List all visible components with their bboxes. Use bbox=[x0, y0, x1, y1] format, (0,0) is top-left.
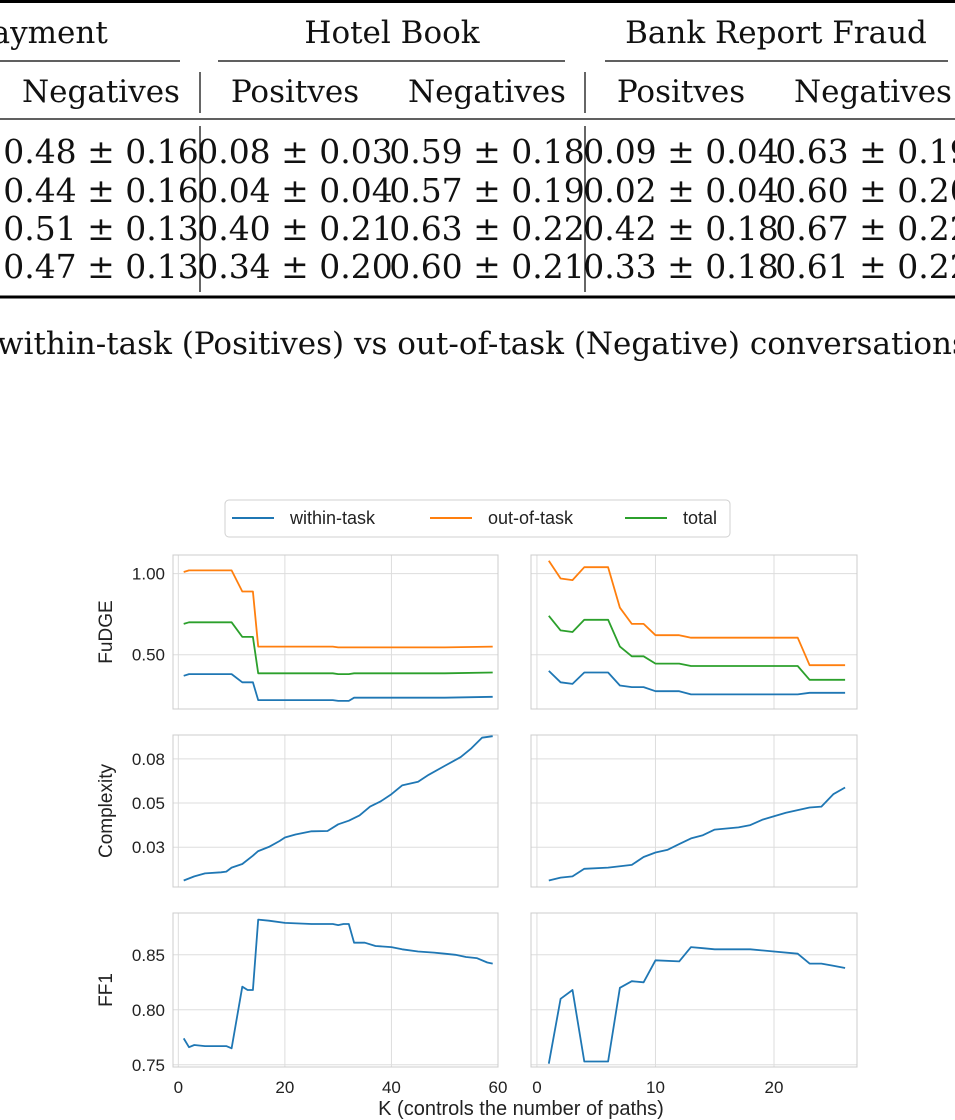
y-tick-label: 0.08 bbox=[132, 750, 165, 769]
table-group-header: Payment bbox=[0, 15, 108, 51]
x-tick-label: 20 bbox=[275, 1078, 294, 1097]
table-cell: 0.67 ± 0.22 bbox=[775, 209, 955, 248]
table-cell: 0.44 ± 0.16 bbox=[3, 171, 199, 210]
table-cell: 0.33 ± 0.18 bbox=[583, 247, 779, 286]
y-tick-label: 0.75 bbox=[132, 1056, 165, 1075]
panel-frame bbox=[530, 734, 858, 888]
y-tick-label: 1.00 bbox=[132, 565, 165, 584]
chart-panel bbox=[530, 554, 858, 710]
table-cell: 0.09 ± 0.04 bbox=[583, 132, 779, 171]
table-cell: 0.57 ± 0.19 bbox=[389, 171, 585, 210]
series-line-out-of-task bbox=[548, 560, 846, 667]
panel-frame bbox=[172, 734, 499, 888]
x-tick-label: 10 bbox=[646, 1078, 665, 1097]
line-chart-grid: 1.000.50FuDGE0.080.050.03Complexity0.850… bbox=[96, 554, 858, 1097]
legend-box bbox=[224, 499, 731, 538]
panel-frame bbox=[530, 554, 858, 710]
panel-frame bbox=[172, 554, 499, 710]
table-group-header: Bank Report Fraud bbox=[625, 15, 927, 51]
chart-panel: 0.85 0.80 0.75 0 20 40 60 bbox=[132, 912, 508, 1097]
table-caption: within-task (Positives) vs out-of-task (… bbox=[0, 326, 955, 362]
x-tick-label: 0 bbox=[532, 1078, 541, 1097]
series-line-within-task bbox=[183, 673, 493, 702]
series-line-within-task bbox=[548, 670, 846, 696]
x-tick-label: 20 bbox=[765, 1078, 784, 1097]
series-line-total bbox=[183, 621, 493, 675]
table-column-header: Negatives bbox=[408, 74, 566, 110]
table-cell: 0.60 ± 0.21 bbox=[389, 247, 585, 286]
x-tick-label: 40 bbox=[382, 1078, 401, 1097]
y-axis-label: FuDGE bbox=[96, 600, 117, 663]
table-column-header: Positves bbox=[617, 74, 745, 110]
y-tick-label: 0.85 bbox=[132, 946, 165, 965]
legend-label: out-of-task bbox=[488, 508, 574, 528]
table-cell: 0.59 ± 0.18 bbox=[389, 132, 585, 171]
y-tick-label: 0.50 bbox=[132, 646, 165, 665]
x-tick-label: 60 bbox=[489, 1078, 508, 1097]
y-tick-label: 0.80 bbox=[132, 1001, 165, 1020]
y-tick-label: 0.05 bbox=[132, 794, 165, 813]
table-cell: 0.42 ± 0.18 bbox=[583, 209, 779, 248]
table-column-header: Positves bbox=[231, 74, 359, 110]
y-axis-label: Complexity bbox=[96, 764, 117, 858]
series-line-within-task bbox=[548, 786, 846, 882]
table-cell: 0.48 ± 0.16 bbox=[3, 132, 199, 171]
table-column-header: Negatives bbox=[794, 74, 952, 110]
table-cell: 0.02 ± 0.04 bbox=[583, 171, 779, 210]
table-cell: 0.63 ± 0.19 bbox=[775, 132, 955, 171]
table-group-header: Hotel Book bbox=[304, 15, 479, 51]
table-cell: 0.40 ± 0.21 bbox=[197, 209, 393, 248]
table-column-header: Negatives bbox=[22, 74, 180, 110]
results-table: Payment Hotel Book Bank Report Fraud Negati… bbox=[0, 0, 955, 299]
table-cell: 0.08 ± 0.03 bbox=[197, 132, 393, 171]
chart-panel: 1.00 0.50 bbox=[132, 554, 499, 710]
table-cell: 0.47 ± 0.13 bbox=[3, 247, 199, 286]
panel-frame bbox=[530, 912, 858, 1068]
y-tick-label: 0.03 bbox=[132, 838, 165, 857]
chart-legend: within-task out-of-task total bbox=[224, 499, 731, 538]
table-cell: 0.34 ± 0.20 bbox=[197, 247, 393, 286]
y-axis-label: FF1 bbox=[96, 973, 117, 1007]
chart-panel bbox=[530, 734, 858, 888]
chart-panel: 0.08 0.05 0.03 bbox=[132, 734, 499, 888]
table-cell: 0.60 ± 0.20 bbox=[775, 171, 955, 210]
series-line-out-of-task bbox=[183, 569, 493, 649]
series-line-within-task bbox=[547, 946, 846, 1064]
series-line-within-task bbox=[182, 918, 493, 1050]
legend-label: within-task bbox=[289, 508, 376, 528]
table-cell: 0.61 ± 0.22 bbox=[775, 247, 955, 286]
table-cell: 0.63 ± 0.22 bbox=[389, 209, 585, 248]
chart-panel: 0 10 20 bbox=[530, 912, 858, 1097]
legend-label: total bbox=[683, 508, 717, 528]
series-line-total bbox=[548, 615, 846, 681]
x-tick-label: 0 bbox=[174, 1078, 183, 1097]
series-line-within-task bbox=[183, 735, 493, 882]
table-cell: 0.51 ± 0.13 bbox=[3, 209, 199, 248]
x-axis-label: K (controls the number of paths) bbox=[378, 1098, 664, 1120]
panel-frame bbox=[172, 912, 499, 1068]
table-cell: 0.04 ± 0.04 bbox=[197, 171, 393, 210]
